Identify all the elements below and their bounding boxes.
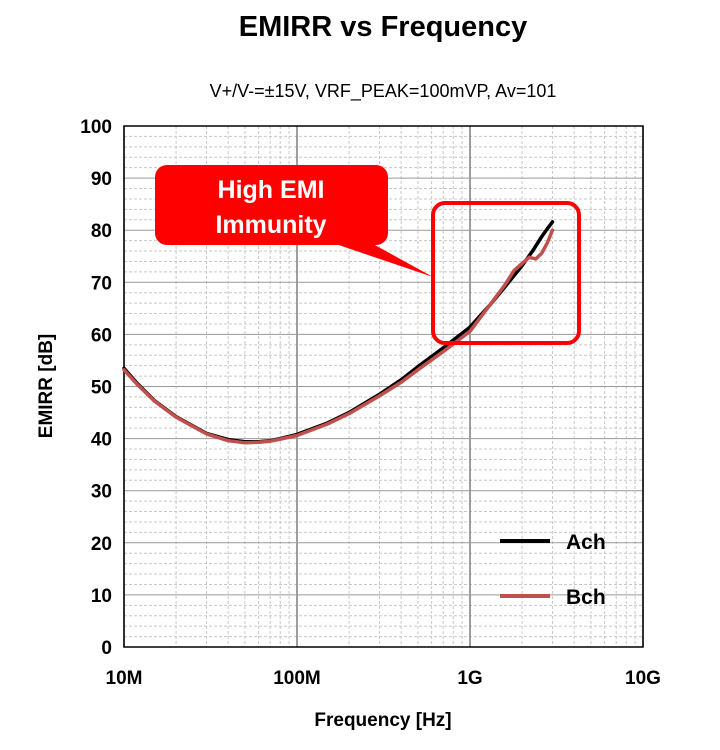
y-axis-label: EMIRR [dB] bbox=[36, 334, 57, 438]
highlight-region-box bbox=[431, 201, 581, 345]
x-axis-label: Frequency [Hz] bbox=[314, 710, 451, 731]
x-tick-label: 10G bbox=[625, 668, 661, 689]
series-line-ach bbox=[122, 220, 555, 444]
annotation-line-2: Immunity bbox=[215, 211, 326, 239]
x-tick-labels: 10M 100M 1G 10G bbox=[106, 668, 661, 689]
annotation-callout-box bbox=[155, 165, 388, 245]
y-tick-label: 60 bbox=[91, 325, 112, 346]
series-line-bch bbox=[122, 228, 555, 445]
chart-title: EMIRR vs Frequency bbox=[239, 11, 527, 43]
legend-label-ach: Ach bbox=[566, 531, 606, 554]
plot-area bbox=[123, 125, 644, 648]
y-tick-label: 50 bbox=[91, 378, 112, 399]
y-tick-label: 100 bbox=[80, 117, 112, 138]
y-tick-label: 70 bbox=[91, 273, 112, 294]
x-tick-label: 10M bbox=[106, 668, 143, 689]
legend: Ach Bch bbox=[500, 531, 606, 609]
series-layer bbox=[122, 220, 555, 445]
y-tick-label: 30 bbox=[91, 482, 112, 503]
annotation: High EMI Immunity bbox=[155, 165, 581, 345]
x-tick-label: 1G bbox=[457, 668, 482, 689]
y-tick-label: 10 bbox=[91, 586, 112, 607]
legend-label-bch: Bch bbox=[566, 586, 606, 609]
annotation-line-1: High EMI bbox=[218, 176, 325, 204]
y-tick-label: 0 bbox=[101, 638, 112, 659]
y-tick-label: 80 bbox=[91, 221, 112, 242]
y-tick-label: 40 bbox=[91, 430, 112, 451]
y-tick-labels: 0 10 20 30 40 50 60 70 80 90 100 bbox=[80, 117, 112, 659]
y-tick-label: 20 bbox=[91, 534, 112, 555]
y-tick-label: 90 bbox=[91, 169, 112, 190]
chart-subtitle: V+/V-=±15V, VRF_PEAK=100mVP, Av=101 bbox=[210, 81, 557, 102]
x-tick-label: 100M bbox=[273, 668, 321, 689]
callout-pointer bbox=[318, 238, 433, 277]
